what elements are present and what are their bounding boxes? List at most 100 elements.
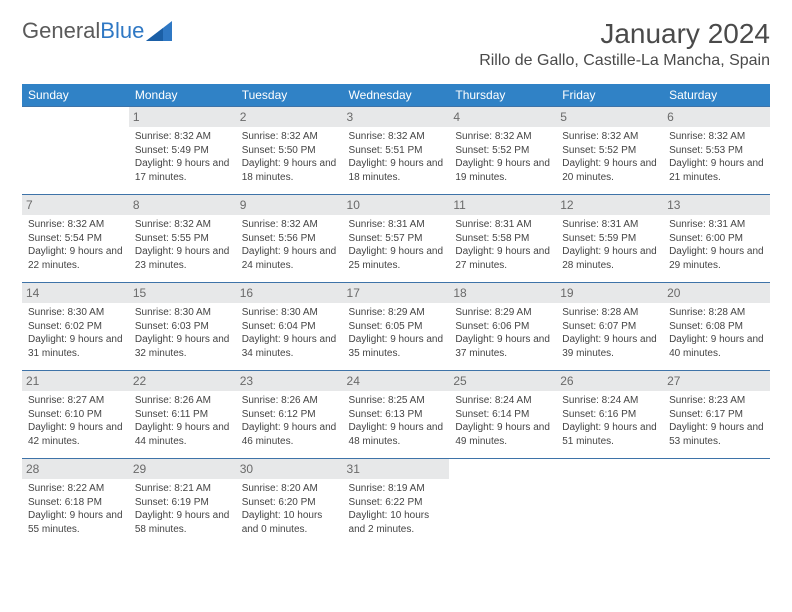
day-details: Sunrise: 8:26 AM Sunset: 6:11 PM Dayligh… (135, 394, 230, 448)
calendar-day-cell: 20 Sunrise: 8:28 AM Sunset: 6:08 PM Dayli… (663, 283, 770, 371)
calendar-day-cell: 18Sunrise: 8:29 AM Sunset: 6:06 PM Dayli… (449, 283, 556, 371)
calendar-day-cell (22, 107, 129, 195)
calendar-day-cell: 14 Sunrise: 8:30 AM Sunset: 6:02 PM Dayli… (22, 283, 129, 371)
day-number: 21 (22, 371, 129, 391)
calendar-day-cell: 23 Sunrise: 8:26 AM Sunset: 6:12 PM Dayli… (236, 371, 343, 459)
day-details: Sunrise: 8:23 AM Sunset: 6:17 PM Dayligh… (669, 394, 764, 448)
calendar-day-cell: 6 Sunrise: 8:32 AM Sunset: 5:53 PM Daylig… (663, 107, 770, 195)
day-number: 25 (449, 371, 556, 391)
calendar-day-cell: 25 Sunrise: 8:24 AM Sunset: 6:14 PM Dayli… (449, 371, 556, 459)
day-details: Sunrise: 8:32 AM Sunset: 5:56 PM Dayligh… (242, 218, 337, 272)
calendar-week-row: 14 Sunrise: 8:30 AM Sunset: 6:02 PM Dayli… (22, 283, 770, 371)
day-details: Sunrise: 8:24 AM Sunset: 6:14 PM Dayligh… (455, 394, 550, 448)
page-subtitle: Rillo de Gallo, Castille-La Mancha, Spai… (479, 52, 770, 70)
calendar-day-cell (556, 459, 663, 547)
calendar-day-cell: 8 Sunrise: 8:32 AM Sunset: 5:55 PM Daylig… (129, 195, 236, 283)
day-number: 23 (236, 371, 343, 391)
calendar-day-cell: 11Sunrise: 8:31 AM Sunset: 5:58 PM Dayli… (449, 195, 556, 283)
weekday-header-row: Sunday Monday Tuesday Wednesday Thursday… (22, 84, 770, 107)
title-block: January 2024 Rillo de Gallo, Castille-La… (479, 18, 770, 78)
day-details: Sunrise: 8:30 AM Sunset: 6:03 PM Dayligh… (135, 306, 230, 360)
brand-part2: Blue (100, 18, 144, 43)
weekday-header: Sunday (22, 84, 129, 107)
day-number: 9 (236, 195, 343, 215)
day-number: 28 (22, 459, 129, 479)
day-number: 3 (343, 107, 450, 127)
day-details: Sunrise: 8:30 AM Sunset: 6:02 PM Dayligh… (28, 306, 123, 360)
day-details: Sunrise: 8:32 AM Sunset: 5:52 PM Dayligh… (455, 130, 550, 184)
brand-part1: General (22, 18, 100, 43)
calendar-day-cell: 28Sunrise: 8:22 AM Sunset: 6:18 PM Dayli… (22, 459, 129, 547)
day-number: 22 (129, 371, 236, 391)
calendar-day-cell: 22 Sunrise: 8:26 AM Sunset: 6:11 PM Dayli… (129, 371, 236, 459)
calendar-day-cell: 4 Sunrise: 8:32 AM Sunset: 5:52 PM Daylig… (449, 107, 556, 195)
calendar-day-cell: 12 Sunrise: 8:31 AM Sunset: 5:59 PM Dayli… (556, 195, 663, 283)
weekday-header: Tuesday (236, 84, 343, 107)
day-number: 29 (129, 459, 236, 479)
calendar-day-cell: 15Sunrise: 8:30 AM Sunset: 6:03 PM Dayli… (129, 283, 236, 371)
calendar-day-cell: 16 Sunrise: 8:30 AM Sunset: 6:04 PM Dayli… (236, 283, 343, 371)
day-details: Sunrise: 8:28 AM Sunset: 6:07 PM Dayligh… (562, 306, 657, 360)
day-number: 16 (236, 283, 343, 303)
day-details: Sunrise: 8:25 AM Sunset: 6:13 PM Dayligh… (349, 394, 444, 448)
calendar-day-cell: 7Sunrise: 8:32 AM Sunset: 5:54 PM Daylig… (22, 195, 129, 283)
day-number: 24 (343, 371, 450, 391)
weekday-header: Saturday (663, 84, 770, 107)
calendar-day-cell: 24 Sunrise: 8:25 AM Sunset: 6:13 PM Dayli… (343, 371, 450, 459)
day-number: 27 (663, 371, 770, 391)
weekday-header: Wednesday (343, 84, 450, 107)
day-details: Sunrise: 8:29 AM Sunset: 6:05 PM Dayligh… (349, 306, 444, 360)
calendar-day-cell: 5 Sunrise: 8:32 AM Sunset: 5:52 PM Daylig… (556, 107, 663, 195)
day-details: Sunrise: 8:32 AM Sunset: 5:51 PM Dayligh… (349, 130, 444, 184)
calendar-body: 1Sunrise: 8:32 AM Sunset: 5:49 PM Daylig… (22, 107, 770, 547)
day-details: Sunrise: 8:20 AM Sunset: 6:20 PM Dayligh… (242, 482, 337, 536)
calendar-day-cell: 30 Sunrise: 8:20 AM Sunset: 6:20 PM Dayli… (236, 459, 343, 547)
calendar-week-row: 1Sunrise: 8:32 AM Sunset: 5:49 PM Daylig… (22, 107, 770, 195)
calendar-day-cell: 17Sunrise: 8:29 AM Sunset: 6:05 PM Dayli… (343, 283, 450, 371)
day-number: 14 (22, 283, 129, 303)
day-number: 4 (449, 107, 556, 127)
day-details: Sunrise: 8:31 AM Sunset: 5:57 PM Dayligh… (349, 218, 444, 272)
day-number: 6 (663, 107, 770, 127)
calendar-day-cell: 29 Sunrise: 8:21 AM Sunset: 6:19 PM Dayli… (129, 459, 236, 547)
day-number: 13 (663, 195, 770, 215)
calendar-day-cell: 3 Sunrise: 8:32 AM Sunset: 5:51 PM Daylig… (343, 107, 450, 195)
calendar-table: Sunday Monday Tuesday Wednesday Thursday… (22, 84, 770, 547)
day-number: 10 (343, 195, 450, 215)
weekday-header: Friday (556, 84, 663, 107)
day-details: Sunrise: 8:30 AM Sunset: 6:04 PM Dayligh… (242, 306, 337, 360)
brand-triangle-icon (146, 21, 172, 41)
day-details: Sunrise: 8:32 AM Sunset: 5:55 PM Dayligh… (135, 218, 230, 272)
header-bar: GeneralBlue January 2024 Rillo de Gallo,… (22, 18, 770, 78)
day-number: 8 (129, 195, 236, 215)
day-details: Sunrise: 8:32 AM Sunset: 5:50 PM Dayligh… (242, 130, 337, 184)
brand-logo: GeneralBlue (22, 18, 172, 44)
brand-text: GeneralBlue (22, 18, 144, 44)
day-details: Sunrise: 8:31 AM Sunset: 5:58 PM Dayligh… (455, 218, 550, 272)
day-details: Sunrise: 8:31 AM Sunset: 5:59 PM Dayligh… (562, 218, 657, 272)
day-details: Sunrise: 8:21 AM Sunset: 6:19 PM Dayligh… (135, 482, 230, 536)
calendar-day-cell (663, 459, 770, 547)
day-details: Sunrise: 8:19 AM Sunset: 6:22 PM Dayligh… (349, 482, 444, 536)
day-number: 7 (22, 195, 129, 215)
day-number: 19 (556, 283, 663, 303)
day-number: 5 (556, 107, 663, 127)
day-number: 12 (556, 195, 663, 215)
calendar-day-cell: 21Sunrise: 8:27 AM Sunset: 6:10 PM Dayli… (22, 371, 129, 459)
calendar-week-row: 28Sunrise: 8:22 AM Sunset: 6:18 PM Dayli… (22, 459, 770, 547)
calendar-week-row: 21Sunrise: 8:27 AM Sunset: 6:10 PM Dayli… (22, 371, 770, 459)
calendar-day-cell: 27 Sunrise: 8:23 AM Sunset: 6:17 PM Dayli… (663, 371, 770, 459)
day-details: Sunrise: 8:32 AM Sunset: 5:53 PM Dayligh… (669, 130, 764, 184)
calendar-day-cell: 2 Sunrise: 8:32 AM Sunset: 5:50 PM Daylig… (236, 107, 343, 195)
day-details: Sunrise: 8:32 AM Sunset: 5:52 PM Dayligh… (562, 130, 657, 184)
day-number: 20 (663, 283, 770, 303)
weekday-header: Monday (129, 84, 236, 107)
weekday-header: Thursday (449, 84, 556, 107)
day-number: 31 (343, 459, 450, 479)
day-number: 30 (236, 459, 343, 479)
day-number: 1 (129, 107, 236, 127)
day-details: Sunrise: 8:28 AM Sunset: 6:08 PM Dayligh… (669, 306, 764, 360)
day-details: Sunrise: 8:24 AM Sunset: 6:16 PM Dayligh… (562, 394, 657, 448)
day-details: Sunrise: 8:26 AM Sunset: 6:12 PM Dayligh… (242, 394, 337, 448)
day-number: 2 (236, 107, 343, 127)
